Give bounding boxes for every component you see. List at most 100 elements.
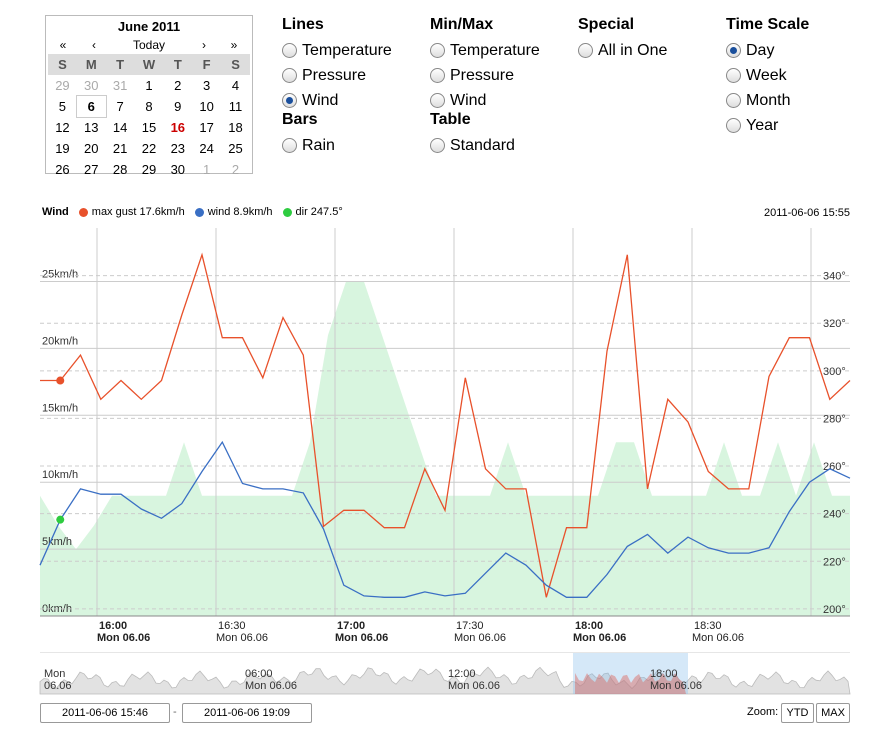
calendar-day[interactable]: 13 [84,120,99,135]
timescale-option-label: Year [746,116,779,134]
y2-axis-tick-label: 220° [823,556,846,568]
y-axis-tick-label: 25km/h [42,269,78,281]
calendar-day[interactable]: 21 [112,141,128,156]
calendar-day[interactable]: 30 [84,78,99,93]
range-to-input[interactable]: 2011-06-06 19:09 [182,703,312,723]
radio-icon[interactable] [726,68,741,83]
calendar-day[interactable]: 14 [112,120,128,135]
minmax-option[interactable]: Wind [430,88,540,113]
legend-item-max-gust[interactable]: max gust 17.6km/h [91,206,185,218]
calendar-day[interactable]: 22 [141,141,157,156]
calendar-day[interactable]: 25 [228,141,243,156]
timescale-option-label: Week [746,66,787,84]
table-option-label: Standard [450,136,515,154]
calendar-day[interactable]: 8 [145,99,153,114]
radio-icon[interactable] [282,43,297,58]
minmax-option[interactable]: Temperature [430,38,540,63]
minmax-option-label: Wind [450,91,487,109]
calendar-day[interactable]: 29 [55,78,70,93]
calendar-day[interactable]: 24 [199,141,214,156]
lines-option-label: Wind [302,91,339,109]
calendar-day[interactable]: 6 [75,95,107,118]
calendar-day[interactable]: 5 [58,99,67,114]
calendar-day[interactable]: 2 [231,162,240,177]
radio-icon[interactable] [430,68,445,83]
chart-legend: Wind max gust 17.6km/h wind 8.9km/h dir … [42,206,343,218]
timescale-option[interactable]: Month [726,88,809,113]
calendar-day[interactable]: 16 [170,120,186,135]
radio-icon[interactable] [726,118,741,133]
table-option[interactable]: Standard [430,133,540,158]
calendar-day[interactable]: 4 [231,78,240,93]
lines-option[interactable]: Pressure [282,63,392,88]
x-axis-tick-time: 16:30 [218,620,246,632]
minmax-option[interactable]: Pressure [430,63,540,88]
y2-axis-tick-label: 280° [823,413,846,425]
radio-icon[interactable] [578,43,593,58]
next-year-button[interactable]: » [230,38,238,52]
prev-month-button[interactable]: ‹ [92,38,96,52]
table-heading: Table [430,111,471,128]
bars-heading: Bars [282,111,318,128]
calendar-day[interactable]: 15 [141,120,157,135]
calendar-day[interactable]: 3 [203,78,211,93]
legend-item-wind[interactable]: wind 8.9km/h [207,206,273,218]
prev-year-button[interactable]: « [59,38,67,52]
radio-icon[interactable] [430,93,445,108]
calendar-day[interactable]: 11 [228,99,243,114]
x-axis-tick-date: Mon 06.06 [216,632,268,644]
radio-icon[interactable] [726,93,741,108]
radio-icon[interactable] [430,43,445,58]
calendar-day[interactable]: 28 [112,162,128,177]
minmax-heading: Min/Max [430,16,494,33]
y2-axis-tick-label: 320° [823,318,846,330]
today-button[interactable]: Today [132,38,166,52]
lines-option[interactable]: Wind [282,88,392,113]
calendar-day[interactable]: 31 [112,78,128,93]
calendar-day[interactable]: 30 [170,162,186,177]
zoom-max-button[interactable]: MAX [816,703,850,723]
calendar-day[interactable]: 23 [170,141,186,156]
lines-option[interactable]: Temperature [282,38,392,63]
calendar-day[interactable]: 9 [174,99,182,114]
calendar-day[interactable]: 19 [55,141,70,156]
navigator-label-date: Mon 06.06 [650,680,702,692]
timescale-option[interactable]: Day [726,38,809,63]
timescale-option[interactable]: Week [726,63,809,88]
calendar-day[interactable]: 29 [141,162,157,177]
calendar-day[interactable]: 10 [199,99,214,114]
zoom-ytd-button[interactable]: YTD [781,703,814,723]
wind-chart[interactable]: 0km/h5km/h10km/h15km/h20km/h25km/h200°22… [0,220,880,650]
calendar-day[interactable]: 7 [116,99,124,114]
radio-icon[interactable] [282,138,297,153]
special-option[interactable]: All in One [578,38,667,63]
legend-item-dir[interactable]: dir 247.5° [295,206,343,218]
navigator-area [39,666,851,695]
calendar-day[interactable]: 27 [84,162,99,177]
calendar-day[interactable]: 1 [203,162,211,177]
calendar-day[interactable]: 1 [145,78,153,93]
calendar-day[interactable]: 12 [55,120,70,135]
timescale-option[interactable]: Year [726,113,809,138]
calendar-day[interactable]: 17 [199,120,214,135]
calendar-day[interactable]: 2 [174,78,182,93]
radio-icon[interactable] [282,68,297,83]
navigator-label-time: 12:00 [448,668,476,680]
calendar-day[interactable]: 20 [84,141,99,156]
range-from-input[interactable]: 2011-06-06 15:46 [40,703,170,723]
next-month-button[interactable]: › [202,38,206,52]
weekday-header: S [221,54,250,75]
radio-icon[interactable] [726,43,741,58]
navigator-label-date: Mon 06.06 [245,680,297,692]
weekday-header: M [76,54,106,75]
calendar-day[interactable]: 26 [55,162,70,177]
bars-option[interactable]: Rain [282,133,392,158]
y2-axis-tick-label: 340° [823,271,846,283]
y-axis-tick-label: 15km/h [42,402,78,414]
calendar-day[interactable]: 18 [228,120,243,135]
radio-icon[interactable] [282,93,297,108]
calendar-month-title: June 2011 [117,19,181,34]
radio-icon[interactable] [430,138,445,153]
